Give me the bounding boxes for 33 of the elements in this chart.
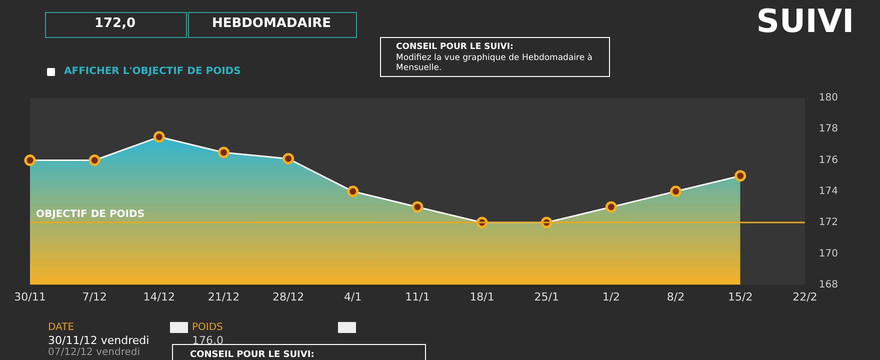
x-tick-label: 25/1 bbox=[534, 290, 559, 304]
text: AFFICHER L'OBJECTIF DE POIDS bbox=[64, 66, 241, 77]
x-tick-label: 4/1 bbox=[344, 290, 362, 304]
text: Modifiez la vue graphique de Hebdomadaire à Mensuelle. bbox=[396, 53, 594, 73]
x-tick-label: 18/1 bbox=[470, 290, 494, 304]
x-tick-label: 28/12 bbox=[272, 290, 304, 304]
ref-line-label: OBJECTIF DE POIDS bbox=[36, 209, 145, 220]
y-tick-label: 170 bbox=[818, 248, 838, 260]
y-tick-label: 168 bbox=[818, 279, 838, 290]
x-tick-label: 8/2 bbox=[666, 290, 685, 304]
x-tick-label: 1/2 bbox=[602, 290, 620, 304]
x-tick-label: 30/11 bbox=[14, 290, 46, 304]
text: 30/11/12 vendredi bbox=[48, 334, 150, 347]
text: 07/12/12 vendredi bbox=[48, 347, 140, 358]
x-tick-label: 14/12 bbox=[143, 290, 176, 304]
text: HEBDOMADAIRE bbox=[210, 16, 332, 31]
text: CONSEIL POUR LE SUIVI: bbox=[190, 350, 314, 360]
x-tick-label: 22/2 bbox=[792, 290, 818, 304]
chart-title: SUIVI bbox=[756, 2, 854, 40]
y-tick-label: 172 bbox=[818, 217, 838, 228]
x-tick-label: 11/1 bbox=[405, 290, 430, 304]
x-tick-label: 7/12 bbox=[82, 290, 107, 304]
y-tick-label: 176 bbox=[818, 154, 838, 166]
y-tick-label: 174 bbox=[818, 186, 838, 197]
text: 176,0 bbox=[192, 334, 224, 347]
y-tick-label: 180 bbox=[818, 92, 838, 104]
text: DATE bbox=[48, 322, 74, 333]
x-tick-label: 21/12 bbox=[208, 290, 240, 304]
x-tick-label: 15/2 bbox=[728, 290, 753, 304]
text: POIDS bbox=[192, 322, 223, 333]
y-tick-label: 178 bbox=[818, 124, 838, 135]
text: 172,0 bbox=[93, 16, 137, 31]
text: CONSEIL POUR LE SUIVI: bbox=[396, 42, 514, 52]
